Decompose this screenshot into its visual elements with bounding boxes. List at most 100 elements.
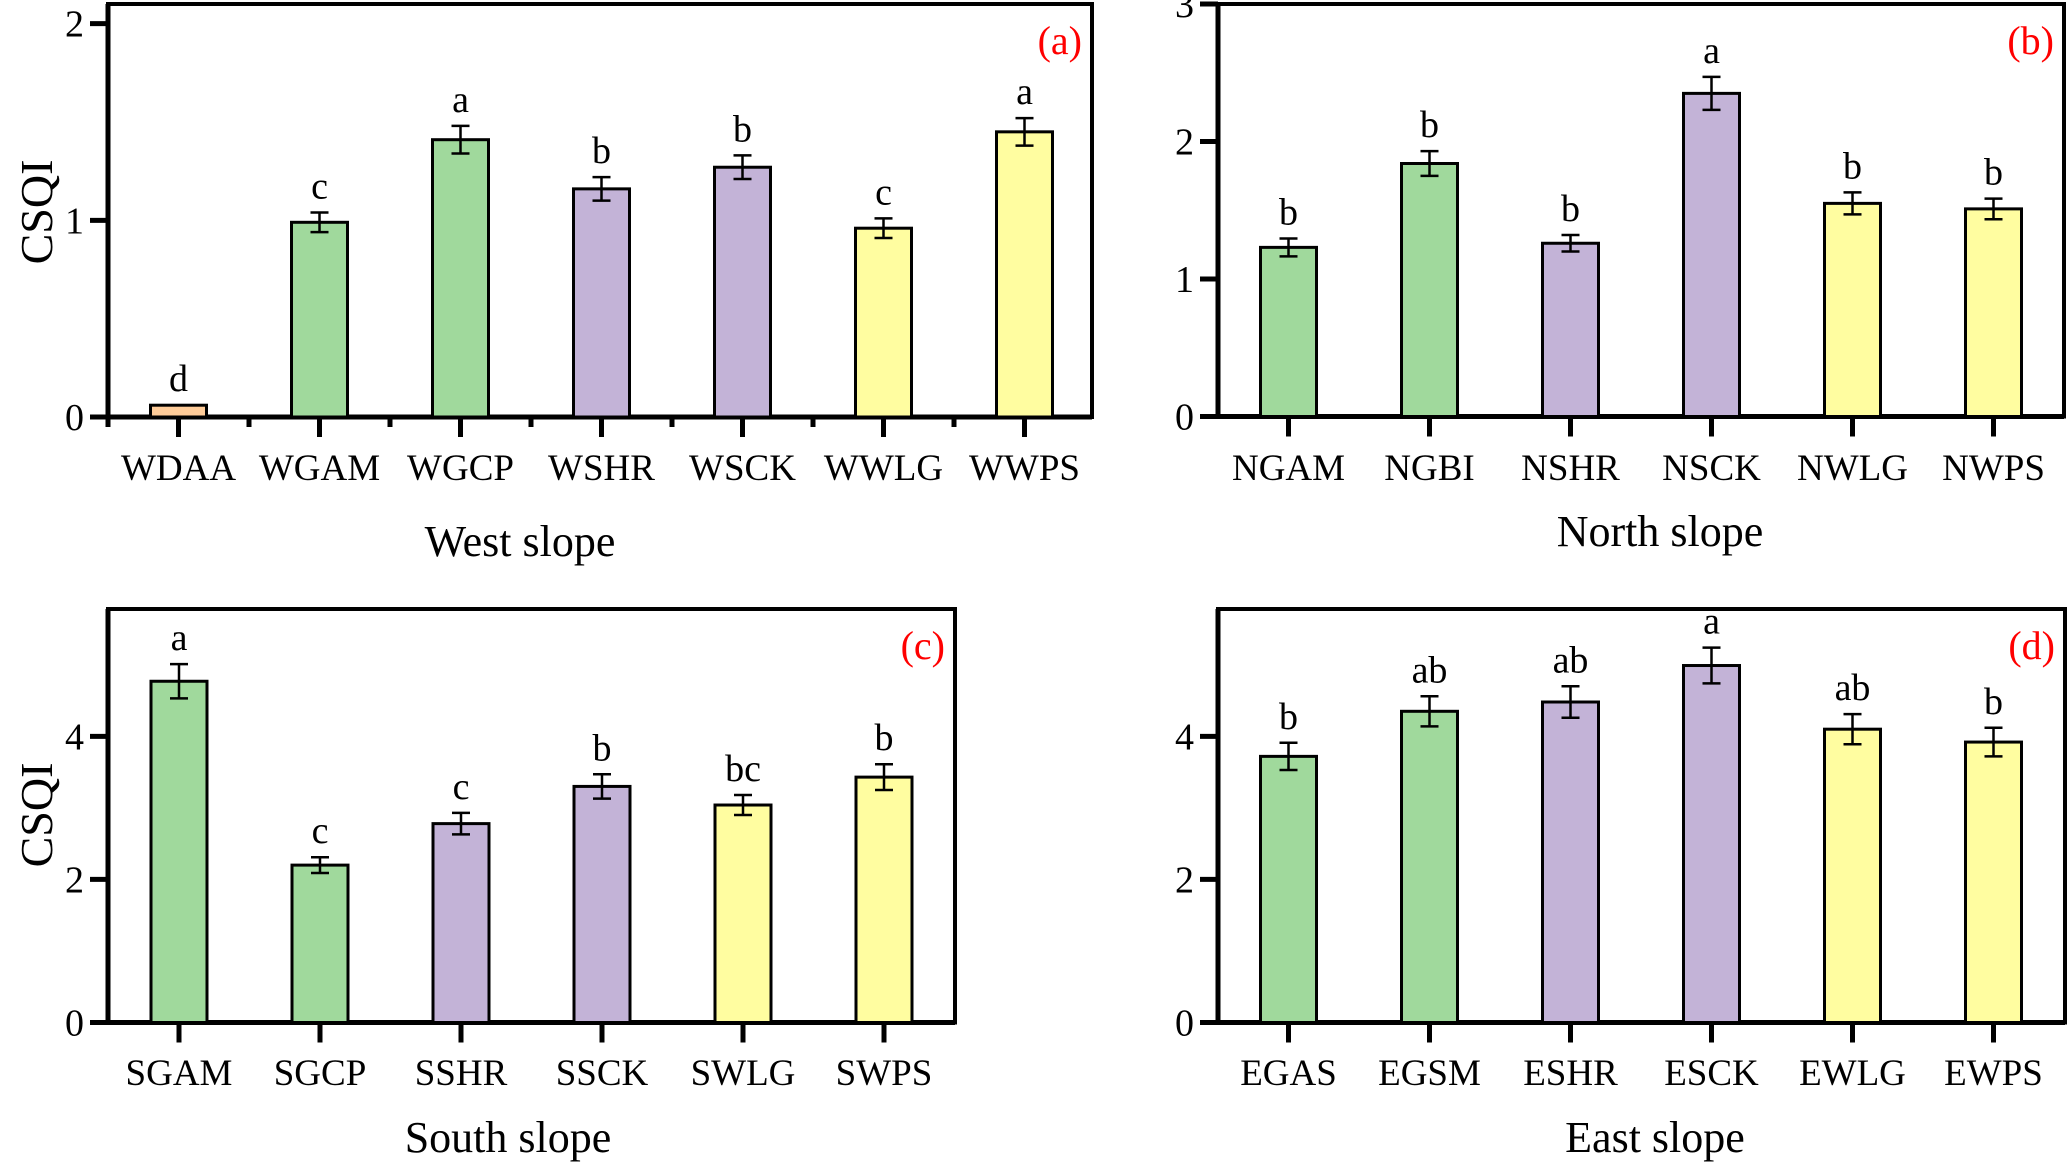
y-tick-label: 1 (1175, 259, 1194, 301)
x-tick-label: WWPS (969, 448, 1080, 489)
x-tick-label: ESCK (1664, 1053, 1759, 1094)
x-tick-label: SGCP (274, 1053, 367, 1094)
significance-letter: b (1984, 152, 2003, 194)
bar-swlg (713, 803, 773, 1025)
plot-frame (1216, 2, 2066, 419)
x-tick-label: NSCK (1662, 448, 1761, 489)
bar-sgcp (290, 863, 350, 1024)
bar-wshr (572, 187, 631, 419)
y-tick-label: 3 (1175, 0, 1194, 26)
significance-letter: a (1703, 601, 1720, 643)
bar-wgcp (431, 138, 490, 419)
bar-nshr (1541, 241, 1600, 418)
bar-ngbi (1400, 162, 1459, 418)
panel-south-slope: 0 2 4 a SGAM c SGCP c SSHR b SSCK bc SWLG b SWPS (c) Sou… (11, 607, 957, 1162)
bar-wwlg (854, 226, 913, 419)
significance-letter: c (875, 171, 892, 213)
bar-wsck (713, 165, 772, 419)
y-tick-label: 0 (1175, 397, 1194, 439)
significance-letter: c (311, 165, 328, 207)
bar-nwps (1964, 207, 2023, 418)
x-tick-label: SGAM (126, 1053, 233, 1094)
significance-letter: ab (1835, 667, 1871, 709)
significance-letter: b (1420, 104, 1439, 146)
y-tick-label: 4 (65, 716, 84, 758)
x-axis-title: West slope (425, 517, 616, 566)
significance-letter: b (875, 717, 894, 759)
bar-ewps (1964, 740, 2023, 1024)
plot-frame (1216, 607, 2067, 1025)
x-tick-label: NGAM (1232, 448, 1345, 489)
significance-letter: d (169, 358, 188, 400)
y-tick-label: 2 (1175, 859, 1194, 901)
bar-swps (854, 775, 914, 1025)
x-tick-label: EWLG (1799, 1053, 1906, 1094)
bar-sgam (149, 679, 209, 1024)
y-tick-label: 1 (65, 200, 84, 242)
x-tick-label: NWPS (1942, 448, 2045, 489)
bar-nwlg (1823, 201, 1882, 418)
bar-wdaa (149, 403, 208, 419)
significance-letter: bc (725, 748, 761, 790)
x-tick-label: WGCP (407, 448, 514, 489)
x-tick-label: NSHR (1521, 448, 1620, 489)
significance-letter: ab (1412, 649, 1448, 691)
bar-wwps (995, 130, 1054, 419)
x-axis-title: North slope (1557, 507, 1764, 556)
bar-esck (1682, 664, 1741, 1024)
x-tick-label: SSHR (415, 1053, 508, 1094)
significance-letter: b (1984, 681, 2003, 723)
significance-letter: c (453, 766, 470, 808)
bar-egas (1259, 754, 1318, 1024)
panel-north-slope: 0 1 2 3 b NGAM b NGBI b NSHR a NSCK b NWLG b NWPS (b) Nor… (1175, 0, 2066, 556)
significance-letter: b (1279, 191, 1298, 233)
panel-tag: (d) (2008, 623, 2055, 668)
significance-letter: b (593, 727, 612, 769)
panel-tag: (a) (1038, 18, 1082, 63)
bar-egsm (1400, 709, 1459, 1024)
x-tick-label: EGSM (1378, 1053, 1481, 1094)
x-tick-label: ESHR (1523, 1053, 1618, 1094)
panel-east-slope: 0 2 4 b EGAS ab EGSM ab ESHR a ESCK ab EWLG b EWPS (d) E… (1175, 601, 2067, 1162)
x-tick-label: SWLG (691, 1053, 796, 1094)
x-tick-label: SWPS (836, 1053, 933, 1094)
significance-letter: c (312, 810, 329, 852)
significance-letter: a (1016, 71, 1033, 113)
significance-letter: a (452, 79, 469, 121)
x-tick-label: EWPS (1944, 1053, 2043, 1094)
x-tick-label: WSHR (548, 448, 655, 489)
panel-tag: (c) (901, 623, 945, 668)
bar-ngam (1259, 245, 1318, 418)
x-tick-label: EGAS (1240, 1053, 1337, 1094)
panel-tag: (b) (2007, 18, 2054, 63)
x-axis-title: East slope (1565, 1113, 1745, 1162)
x-tick-label: WWLG (824, 448, 943, 489)
y-axis-title: CSQI (11, 160, 62, 265)
bar-sshr (431, 822, 491, 1024)
y-tick-label: 0 (65, 397, 84, 439)
significance-letter: b (1561, 188, 1580, 230)
y-tick-label: 0 (1175, 1003, 1194, 1045)
bar-nsck (1682, 91, 1741, 418)
y-tick-label: 2 (1175, 122, 1194, 164)
bar-eshr (1541, 700, 1600, 1024)
significance-letter: b (1279, 696, 1298, 738)
significance-letter: a (171, 617, 188, 659)
significance-letter: a (1703, 30, 1720, 72)
x-tick-label: WGAM (259, 448, 380, 489)
y-tick-label: 4 (1175, 716, 1194, 758)
significance-letter: ab (1553, 639, 1589, 681)
bar-wgam (290, 220, 349, 419)
plot-frame (106, 607, 957, 1025)
y-axis-title: CSQI (11, 763, 62, 868)
significance-letter: b (1843, 145, 1862, 187)
x-tick-label: WDAA (121, 448, 236, 489)
x-tick-label: NWLG (1797, 448, 1908, 489)
bar-ewlg (1823, 727, 1882, 1024)
x-tick-label: WSCK (689, 448, 796, 489)
bar-ssck (572, 784, 632, 1025)
x-tick-label: NGBI (1384, 448, 1474, 489)
y-tick-label: 0 (65, 1003, 84, 1045)
significance-letter: b (592, 130, 611, 172)
